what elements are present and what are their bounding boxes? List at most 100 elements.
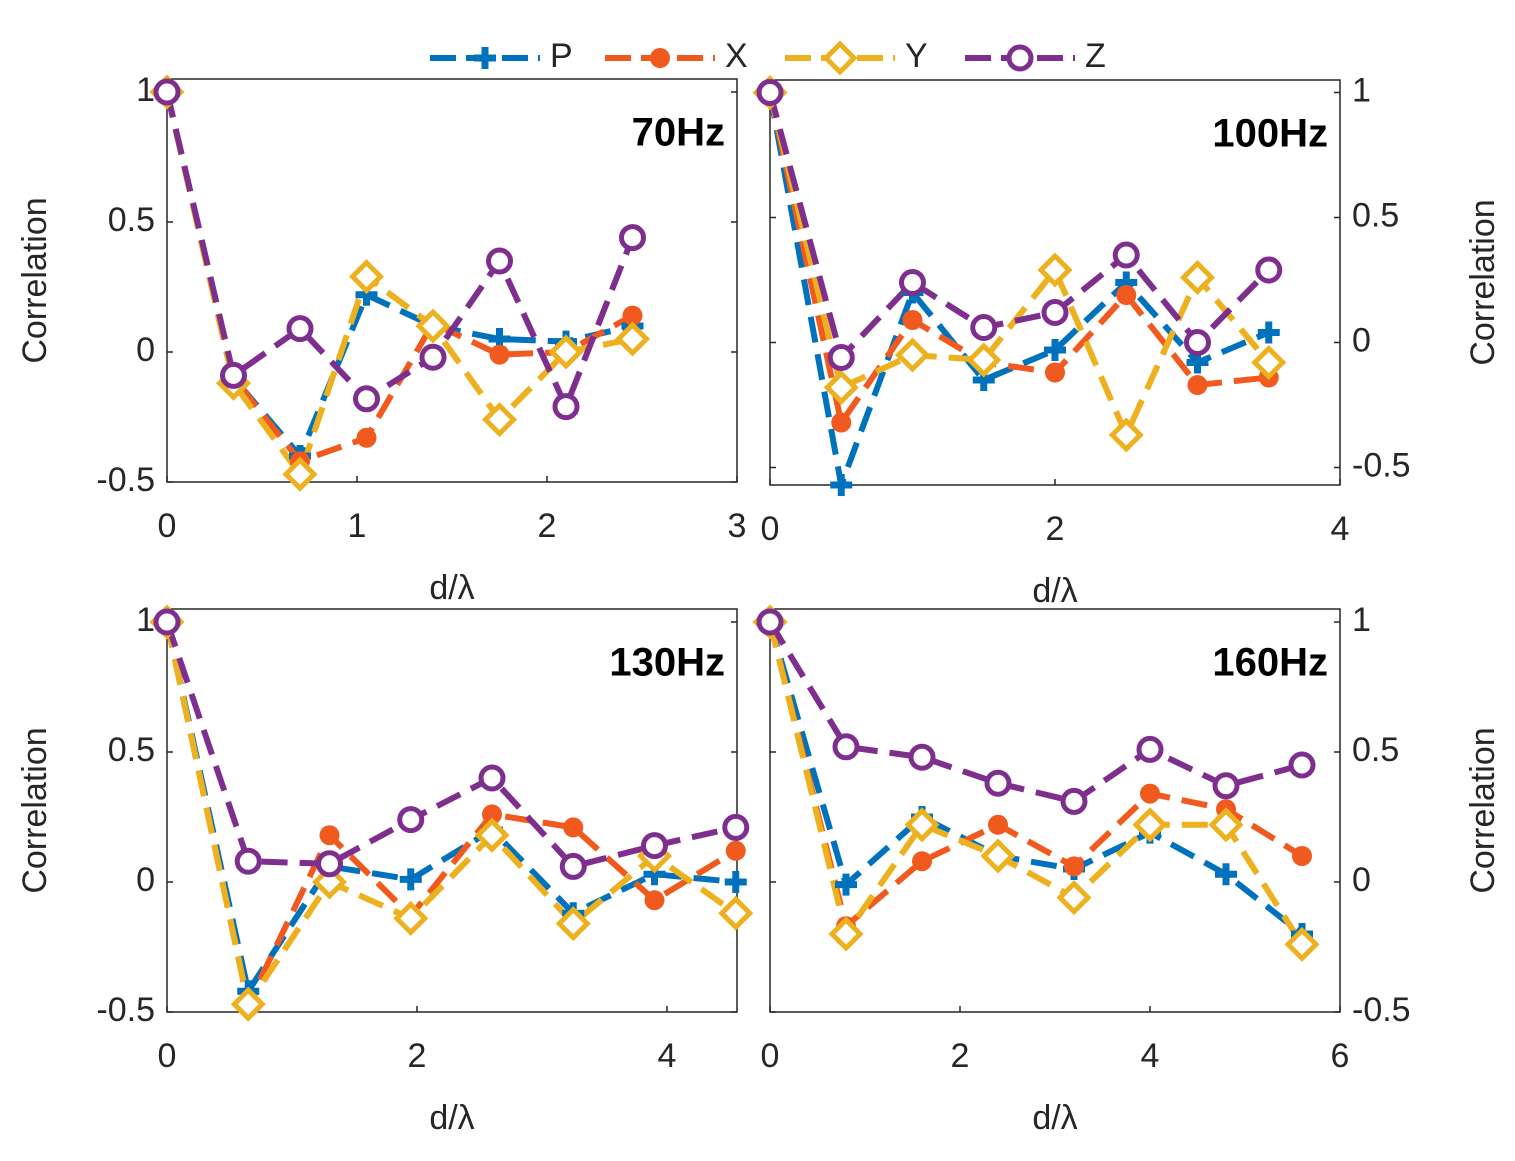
- y-axis-label: Correlation: [1464, 199, 1502, 365]
- y-tick-label: 0.5: [108, 201, 155, 239]
- y-tick-label: 0.5: [1352, 731, 1399, 769]
- data-point: [548, 334, 584, 370]
- x-tick-label: 2: [408, 1037, 427, 1075]
- legend-marker: [1006, 44, 1034, 72]
- data-point: [478, 764, 506, 792]
- x-tick-label: 2: [538, 507, 557, 545]
- legend-marker: [822, 40, 858, 76]
- data-point: [1292, 846, 1312, 866]
- data-point: [319, 825, 340, 846]
- data-point: [1215, 863, 1237, 886]
- data-point: [894, 337, 931, 373]
- data-point: [153, 78, 181, 106]
- data-point: [1060, 787, 1088, 815]
- data-point: [725, 840, 746, 861]
- data-point: [1184, 329, 1211, 356]
- data-point: [828, 916, 864, 952]
- data-point: [823, 369, 859, 406]
- panel: 0 2 4 6-0.5 0 0.5 1 d/λ Correlation 160Hz: [761, 601, 1502, 1137]
- y-tick-label: -0.5: [1352, 991, 1411, 1029]
- data-point: [348, 259, 385, 295]
- data-point: [902, 310, 923, 330]
- x-tick-label: 6: [1331, 1037, 1350, 1075]
- y-tick-label: 0: [136, 331, 155, 369]
- data-point: [980, 838, 1016, 874]
- data-point: [1044, 339, 1066, 361]
- x-axis-label: d/λ: [429, 569, 474, 607]
- legend-marker: [474, 47, 496, 69]
- panel: 0 2 4-0.5 0 0.5 1 d/λ Correlation 100Hz: [761, 71, 1502, 610]
- x-tick-label: 1: [348, 507, 367, 545]
- y-tick-label: -0.5: [96, 461, 155, 499]
- plot-frame: [166, 78, 738, 483]
- data-point: [984, 769, 1012, 797]
- legend-label: P: [550, 37, 573, 75]
- data-point: [1136, 735, 1164, 763]
- data-point: [1140, 783, 1160, 804]
- data-point: [830, 474, 853, 496]
- data-point: [393, 900, 429, 936]
- data-point: [1251, 344, 1287, 381]
- data-point: [908, 743, 936, 771]
- series-line: [767, 621, 1304, 937]
- data-point: [831, 412, 852, 433]
- y-axis-label: Correlation: [1464, 727, 1502, 893]
- y-tick-label: 0: [1352, 321, 1371, 359]
- series-line: [164, 621, 737, 870]
- series-line: [767, 621, 1304, 932]
- y-tick-label: 0: [136, 861, 155, 899]
- panel-title: 100Hz: [1212, 112, 1328, 156]
- data-point: [832, 733, 860, 761]
- x-tick-label: 0: [158, 1037, 177, 1075]
- data-point: [1056, 880, 1092, 916]
- x-tick-label: 0: [761, 1037, 780, 1075]
- plot-frame: [166, 608, 738, 1013]
- data-point: [486, 247, 513, 275]
- series-line: [164, 91, 636, 415]
- data-point: [970, 314, 998, 341]
- data-point: [481, 402, 518, 438]
- legend-marker: [650, 48, 670, 68]
- data-point: [756, 79, 784, 106]
- data-point: [641, 832, 668, 860]
- series-line: [164, 91, 634, 481]
- data-point: [614, 321, 651, 357]
- data-point: [988, 814, 1008, 835]
- data-point: [904, 807, 940, 843]
- data-point: [1255, 256, 1283, 284]
- y-tick-label: 1: [136, 71, 155, 109]
- y-tick-label: -0.5: [1352, 446, 1411, 484]
- y-tick-label: 0: [1352, 861, 1371, 899]
- data-point: [552, 393, 580, 421]
- y-tick-label: 1: [1352, 601, 1371, 639]
- data-point: [1132, 807, 1168, 843]
- data-point: [489, 344, 510, 365]
- data-point: [1284, 926, 1320, 962]
- panel-title: 130Hz: [609, 641, 725, 685]
- series-line: [164, 621, 738, 1012]
- data-point: [397, 806, 425, 834]
- series-line: [767, 91, 1270, 430]
- x-axis-label: d/λ: [1032, 572, 1077, 610]
- data-point: [153, 608, 181, 636]
- data-point: [619, 224, 646, 252]
- x-tick-label: 2: [951, 1037, 970, 1075]
- x-tick-label: 4: [1141, 1037, 1160, 1075]
- data-point: [1108, 417, 1144, 453]
- series-line: [767, 621, 1305, 947]
- x-tick-label: 3: [728, 507, 747, 545]
- x-tick-label: 2: [1046, 510, 1065, 548]
- data-point: [1116, 285, 1137, 305]
- series-line: [164, 621, 738, 1014]
- data-point: [399, 868, 422, 891]
- data-point: [415, 308, 451, 344]
- series-line: [767, 91, 1270, 497]
- y-tick-label: -0.5: [96, 991, 155, 1029]
- data-point: [827, 344, 855, 371]
- y-tick-label: 1: [1352, 71, 1371, 109]
- data-point: [1187, 375, 1208, 395]
- data-point: [555, 906, 591, 942]
- y-axis-label: Correlation: [16, 197, 54, 363]
